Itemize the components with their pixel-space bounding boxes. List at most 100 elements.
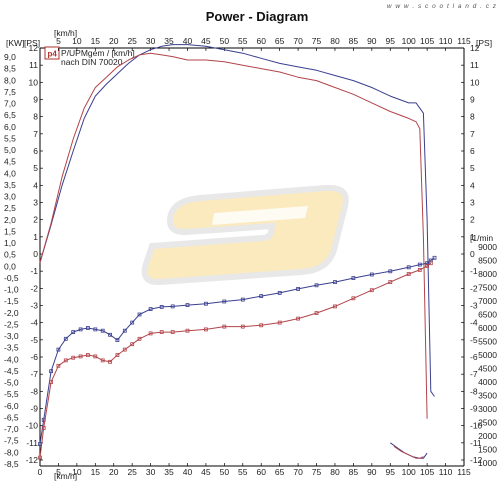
- data-point: [63, 358, 68, 363]
- data-point: [296, 316, 301, 321]
- series-line-0: [39, 44, 435, 397]
- x-tick-top: 55: [238, 36, 248, 46]
- kw-tick: 3,5: [4, 180, 16, 190]
- kw-tick: 3,0: [4, 192, 16, 202]
- data-point: [38, 455, 42, 460]
- x-tick-top: 15: [91, 36, 101, 46]
- data-point: [130, 320, 135, 325]
- kw-tick: 0,5: [4, 250, 16, 260]
- data-point: [78, 327, 83, 332]
- data-point: [49, 380, 53, 384]
- ps-tick-right: -6: [470, 352, 478, 362]
- ps-tick-left: 11: [29, 60, 38, 70]
- data-point: [148, 307, 153, 312]
- ps-tick-right: -3: [470, 301, 478, 311]
- rpm-axis-unit: [1/min: [470, 233, 493, 243]
- ps-tick-right: 10: [470, 77, 480, 87]
- x-tick-bottom: 65: [275, 467, 285, 477]
- kw-tick: 4,0: [4, 168, 16, 178]
- ps-tick-right: -12: [470, 455, 483, 465]
- ps-tick-left: -7: [30, 369, 38, 379]
- rpm-tick: 2500: [478, 418, 497, 428]
- series-line-4: [390, 442, 428, 459]
- data-point: [314, 311, 319, 316]
- x-tick-bottom: 85: [349, 467, 359, 477]
- x-tick-top: 115: [457, 36, 471, 46]
- rpm-tick: 6000: [478, 323, 497, 333]
- data-point: [406, 272, 411, 276]
- data-point: [100, 328, 105, 333]
- data-point: [148, 331, 153, 336]
- kw-tick: 8,0: [4, 75, 16, 85]
- chart-title: Power - Diagram: [206, 9, 309, 24]
- series-line-5: [393, 445, 424, 459]
- x-tick-bottom: 5: [56, 467, 61, 477]
- site-watermark: w w w . s c o o t l a n d . c z: [387, 3, 497, 10]
- ps-tick-right: 7: [470, 129, 475, 139]
- kw-tick: 5,0: [4, 145, 16, 155]
- data-point: [170, 304, 175, 309]
- ps-tick-right: -2: [470, 283, 478, 293]
- ps-tick-right: 8: [470, 112, 475, 122]
- x-tick-top: 95: [386, 36, 396, 46]
- ps-tick-right: -11: [470, 438, 482, 448]
- data-point: [41, 425, 46, 430]
- ps-tick-left: -5: [30, 335, 38, 345]
- ps-tick-left: -3: [30, 301, 38, 311]
- kw-axis-unit: [KW]: [6, 38, 24, 48]
- kw-tick: -1,0: [4, 285, 19, 295]
- data-point: [185, 303, 190, 308]
- ps-tick-left: 1: [33, 232, 38, 242]
- kw-tick: 6,0: [4, 122, 16, 132]
- bottom-axis-unit: [km/h]: [54, 471, 77, 481]
- data-point: [222, 299, 227, 304]
- x-tick-bottom: 60: [256, 467, 266, 477]
- ps-tick-left: 12: [29, 43, 39, 53]
- ps-tick-right: 12: [470, 43, 480, 53]
- data-point: [259, 294, 264, 299]
- data-point: [351, 296, 356, 301]
- ps-tick-left: 3: [33, 198, 38, 208]
- x-tick-bottom: 110: [439, 467, 453, 477]
- x-tick-bottom: 70: [293, 467, 303, 477]
- ps-axis-unit-left: [PS]: [24, 38, 40, 48]
- data-point: [86, 353, 90, 357]
- x-tick-top: 60: [256, 36, 266, 46]
- legend: p4 P/UPMgem / [km/h] nach DIN 70020: [44, 46, 135, 67]
- kw-tick: -3,0: [4, 331, 19, 341]
- ps-tick-left: -10: [26, 421, 39, 431]
- x-tick-bottom: 80: [330, 467, 340, 477]
- rpm-tick: 1500: [478, 445, 497, 455]
- kw-tick: 7,0: [4, 99, 16, 109]
- kw-tick: 5,5: [4, 133, 16, 143]
- ps-tick-left: -11: [26, 438, 38, 448]
- legend-line-1: P/UPMgem / [km/h]: [61, 48, 135, 58]
- series-line-1: [39, 52, 428, 419]
- data-point: [56, 363, 61, 368]
- x-tick-bottom: 45: [201, 467, 211, 477]
- ps-tick-right: -8: [470, 386, 478, 396]
- kw-tick: 2,5: [4, 203, 16, 213]
- x-tick-top: 110: [439, 36, 453, 46]
- ps-tick-left: 5: [33, 163, 38, 173]
- kw-tick: -5,0: [4, 378, 19, 388]
- data-point: [122, 328, 127, 333]
- data-point: [369, 288, 374, 293]
- x-tick-top: 30: [146, 36, 156, 46]
- data-point: [417, 267, 422, 272]
- data-point: [130, 342, 135, 347]
- data-point: [425, 263, 430, 268]
- kw-tick: -2,5: [4, 319, 19, 329]
- kw-tick: -4,5: [4, 366, 19, 376]
- kw-tick: -1,5: [4, 296, 19, 306]
- ps-tick-left: 2: [33, 215, 38, 225]
- ps-tick-left: 4: [33, 180, 38, 190]
- data-point: [203, 327, 208, 332]
- ps-tick-right: 9: [470, 95, 475, 105]
- rpm-tick: 3500: [478, 391, 497, 401]
- ps-tick-right: 1: [470, 232, 475, 242]
- rpm-tick: 7000: [478, 296, 497, 306]
- x-tick-bottom: 25: [127, 467, 137, 477]
- x-tick-top: 90: [367, 36, 377, 46]
